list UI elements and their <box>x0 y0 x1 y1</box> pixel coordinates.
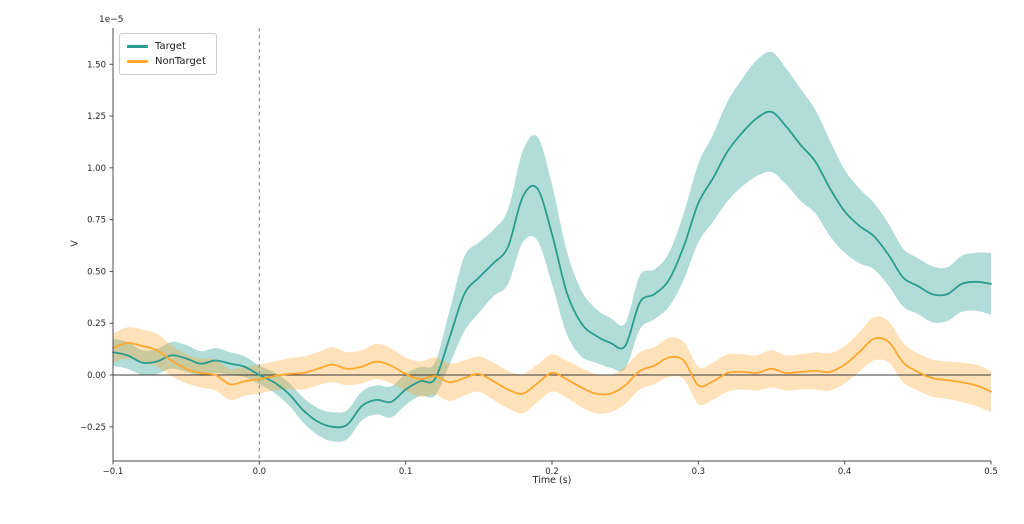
target-line-swatch <box>127 45 148 48</box>
y-tick-label: 1.00 <box>87 164 106 174</box>
y-tick-label: 0.75 <box>87 216 106 226</box>
x-tick-label: 0.5 <box>984 467 998 477</box>
y-tick-label: 0.00 <box>87 371 106 381</box>
y-axis-offset-label: 1e−5 <box>99 15 124 25</box>
nontarget-confidence-band <box>113 316 991 414</box>
legend-label-nontarget: NonTarget <box>155 56 206 67</box>
nontarget-line-swatch <box>127 60 148 63</box>
y-tick-label: 1.50 <box>87 60 106 70</box>
y-axis-label: V <box>69 240 81 247</box>
y-tick-label: 0.25 <box>87 319 106 329</box>
x-tick-label: 0.3 <box>692 467 706 477</box>
y-tick-label: −0.25 <box>80 423 106 433</box>
x-tick-label: 0.1 <box>399 467 413 477</box>
legend: Target NonTarget <box>119 33 217 75</box>
legend-item-nontarget: NonTarget <box>127 54 206 69</box>
target-mean-line <box>112 110 992 429</box>
x-tick-label: 0.0 <box>253 467 267 477</box>
target-confidence-band <box>113 51 991 442</box>
y-tick-label: 1.25 <box>87 112 106 122</box>
x-tick-label: −0.1 <box>103 467 124 477</box>
y-tick-label: 0.50 <box>87 267 106 277</box>
x-tick-label: 0.4 <box>838 467 852 477</box>
nontarget-mean-line <box>112 337 992 396</box>
legend-label-target: Target <box>155 41 186 52</box>
x-axis-label: Time (s) <box>532 475 572 486</box>
x-tick-label: 0.2 <box>545 467 559 477</box>
legend-item-target: Target <box>127 39 206 54</box>
